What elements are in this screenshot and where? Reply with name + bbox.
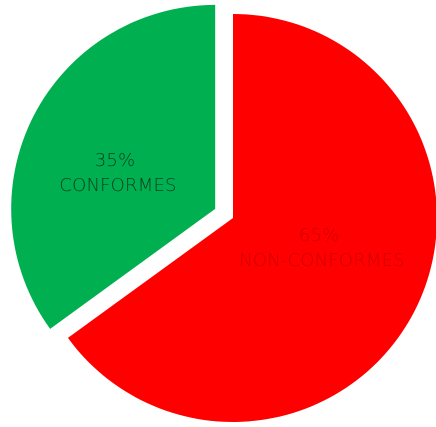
slice-percent-conformes: 35% (95, 150, 136, 171)
slice-label-non-conformes: 65% NON-CONFORMES (239, 225, 405, 271)
slice-percent-non-conformes: 65% (299, 225, 340, 246)
pie-slice-non-conformes (67, 14, 436, 422)
slice-name-conformes: CONFORMES (59, 175, 176, 196)
slice-label-conformes: 35% CONFORMES (59, 150, 176, 196)
slice-name-non-conformes: NON-CONFORMES (239, 250, 405, 271)
pie-slice-conformes (11, 4, 216, 329)
